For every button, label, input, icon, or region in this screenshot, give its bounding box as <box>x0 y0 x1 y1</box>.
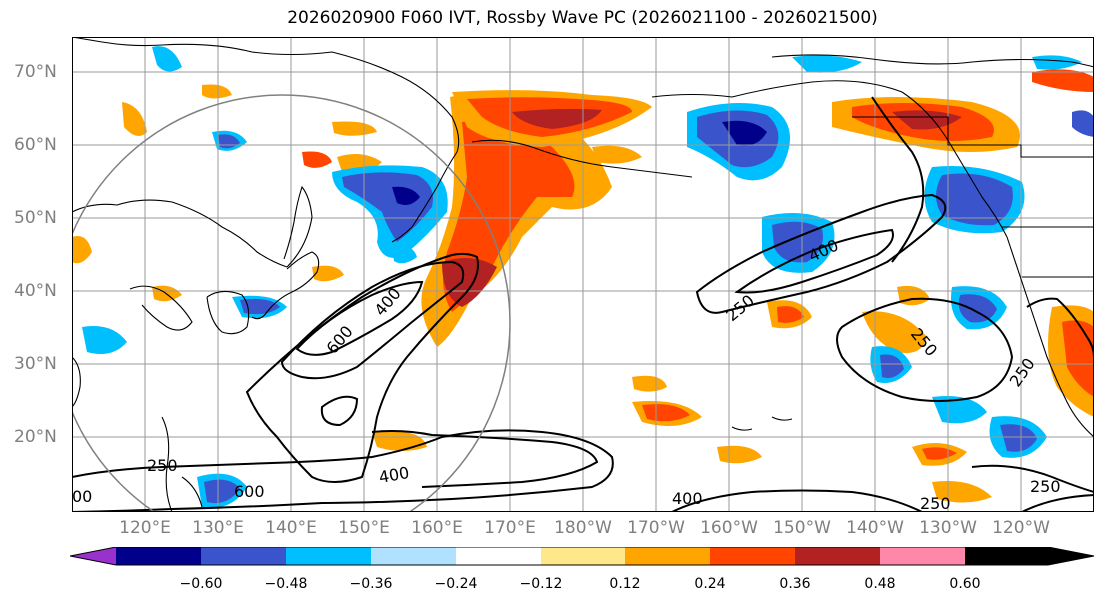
colorbar-segment <box>710 547 795 565</box>
colorbar-segment <box>70 547 116 565</box>
lon-label: 120°E <box>119 518 171 538</box>
colorbar-tick: −0.12 <box>519 576 563 592</box>
lat-label: 20°N <box>14 427 57 447</box>
contour-label: 250 <box>1030 477 1061 496</box>
colorbar-tick: −0.48 <box>264 576 308 592</box>
lat-label: 60°N <box>14 135 57 155</box>
colorbar-tick: 0.12 <box>609 576 641 592</box>
lon-label: 150°E <box>338 518 390 538</box>
colorbar-tick: 0.60 <box>949 576 981 592</box>
lon-label: 180°W <box>554 518 612 538</box>
lon-label: 160°E <box>411 518 463 538</box>
lon-label: 130°E <box>192 518 244 538</box>
lon-label: 160°W <box>700 518 758 538</box>
colorbar-segment <box>456 547 541 565</box>
contour-label: 600 <box>234 482 265 501</box>
colorbar-segment <box>116 547 201 565</box>
colorbar-tick: −0.24 <box>434 576 478 592</box>
colorbar-tick: 0.48 <box>864 576 896 592</box>
ivt-contours <box>72 96 1094 512</box>
contour-label: 400 <box>672 489 703 508</box>
lat-lon-grid <box>72 37 1094 512</box>
contour-label: 00 <box>72 487 92 506</box>
contour-label: 250 <box>147 456 178 475</box>
lon-label: 120°W <box>992 518 1050 538</box>
coastlines <box>72 37 1094 512</box>
colorbar-segment <box>541 547 625 565</box>
colorbar-segment <box>286 547 371 565</box>
colorbar <box>70 547 1095 566</box>
positive-anomaly-shading <box>72 69 1094 503</box>
map-title: 2026020900 F060 IVT, Rossby Wave PC (202… <box>287 8 878 28</box>
lat-label: 30°N <box>14 354 57 374</box>
colorbar-tick: 0.36 <box>779 576 811 592</box>
colorbar-segment <box>965 547 1094 565</box>
lat-label: 40°N <box>14 281 57 301</box>
colorbar-segment <box>625 547 710 565</box>
lon-label: 140°W <box>846 518 904 538</box>
lon-label: 150°W <box>773 518 831 538</box>
colorbar-tick: −0.36 <box>349 576 393 592</box>
lon-label: 140°E <box>265 518 317 538</box>
lon-label: 170°W <box>627 518 685 538</box>
contour-label: 250 <box>920 494 951 512</box>
colorbar-segment <box>201 547 286 565</box>
lat-label: 70°N <box>14 62 57 82</box>
lat-label: 50°N <box>14 208 57 228</box>
map-panel: 600 400 250 400 250 250 400 250 250 600 … <box>72 37 1094 512</box>
lon-label: 130°W <box>919 518 977 538</box>
colorbar-segment <box>795 547 880 565</box>
lon-label: 170°E <box>484 518 536 538</box>
colorbar-segment <box>880 547 965 565</box>
colorbar-segment <box>371 547 456 565</box>
colorbar-tick: −0.60 <box>179 576 223 592</box>
radius-circle <box>72 94 511 512</box>
colorbar-tick: 0.24 <box>694 576 726 592</box>
